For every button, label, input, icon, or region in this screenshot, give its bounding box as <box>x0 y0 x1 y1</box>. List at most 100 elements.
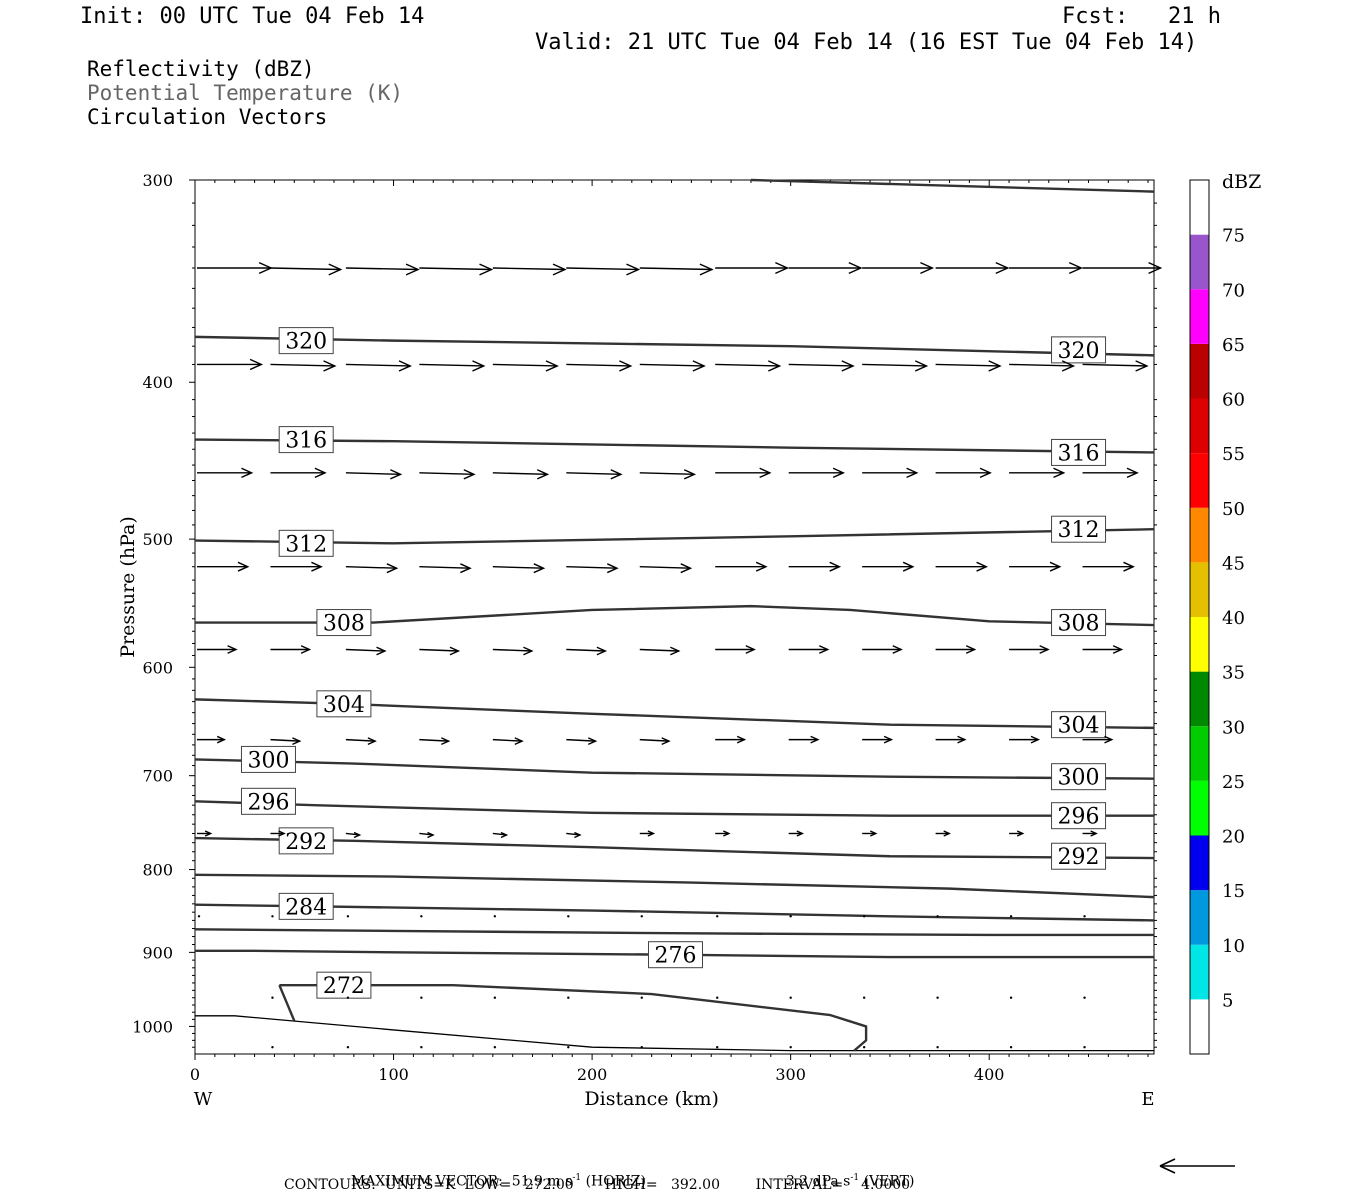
circulation-vector <box>493 364 557 366</box>
colorbar-label-70: 70 <box>1222 280 1245 301</box>
circulation-vector <box>493 567 544 569</box>
x-tick-label-0: 0 <box>190 1065 200 1084</box>
contour-label-308-east: 308 <box>1058 612 1100 637</box>
colorbar-segment <box>1190 344 1209 399</box>
vector-dot <box>641 997 643 999</box>
circulation-vector <box>640 473 695 475</box>
colorbar-segment <box>1190 945 1209 1000</box>
y-tick-label-300: 300 <box>142 171 173 190</box>
colorbar-segment <box>1190 836 1209 891</box>
vector-dot <box>420 915 422 917</box>
colorbar-segment <box>1190 726 1209 781</box>
contour-312 <box>195 529 1154 543</box>
contour-label-312-east: 312 <box>1058 518 1100 543</box>
vector-dot <box>1083 915 1085 917</box>
circulation-vector <box>346 567 397 569</box>
contour-label-300-east: 300 <box>1058 766 1100 791</box>
circulation-vector <box>419 473 474 475</box>
vector-dot <box>789 997 791 999</box>
contour-info: CONTOURS: UNITS=K LOW= 272.00 HIGH= 392.… <box>284 1177 910 1193</box>
contour-label-296-east: 296 <box>1058 805 1100 830</box>
contour-label-316: 316 <box>285 429 327 454</box>
vector-dot <box>347 997 349 999</box>
vector-dot <box>347 1046 349 1048</box>
contour-272-side <box>279 985 294 1021</box>
vector-dot <box>1010 997 1012 999</box>
contour-label-304: 304 <box>323 693 365 718</box>
y-tick-label-600: 600 <box>142 658 173 677</box>
colorbar-label-20: 20 <box>1222 827 1245 848</box>
colorbar-segment <box>1190 672 1209 727</box>
terrain-line <box>195 1016 1154 1051</box>
colorbar-label-35: 35 <box>1222 663 1245 684</box>
contour-324 <box>751 180 1154 192</box>
vector-dot <box>789 1046 791 1048</box>
colorbar-label-10: 10 <box>1222 936 1245 957</box>
colorbar-label-75: 75 <box>1222 226 1245 247</box>
colorbar-label-55: 55 <box>1222 444 1245 465</box>
colorbar-label-30: 30 <box>1222 717 1245 738</box>
circulation-vector <box>566 567 617 569</box>
colorbar-label-65: 65 <box>1222 335 1245 356</box>
y-tick-label-900: 900 <box>142 943 173 962</box>
y-axis-label: Pressure (hPa) <box>117 516 139 658</box>
circulation-vector <box>566 364 630 366</box>
contour-296 <box>195 801 1154 815</box>
colorbar-segment <box>1190 399 1209 454</box>
vector-dot <box>271 997 273 999</box>
colorbar-segment <box>1190 508 1209 563</box>
vector-dot <box>198 915 200 917</box>
max-vector-arrow-icon <box>1157 1156 1237 1176</box>
contour-320 <box>195 337 1154 356</box>
vector-dot <box>271 1046 273 1048</box>
colorbar-label-5: 5 <box>1222 990 1233 1011</box>
vector-dot <box>863 1046 865 1048</box>
colorbar-segment <box>1190 235 1209 290</box>
vector-dot <box>1083 997 1085 999</box>
circulation-vector <box>346 473 401 475</box>
x-tick-label-100: 100 <box>378 1065 409 1084</box>
vector-dot <box>567 915 569 917</box>
circulation-vector <box>862 364 926 366</box>
contour-280 <box>195 929 1154 935</box>
x-label-east: E <box>1141 1089 1154 1110</box>
circulation-vector <box>493 268 565 270</box>
x-axis-label: Distance (km) <box>584 1088 719 1110</box>
circulation-vector <box>346 268 418 270</box>
vector-dot <box>420 1046 422 1048</box>
circulation-vector <box>640 567 691 569</box>
vector-dot <box>1010 1046 1012 1048</box>
contour-label-320: 320 <box>285 330 327 355</box>
circulation-vector <box>566 268 638 270</box>
circulation-vector <box>270 364 334 366</box>
circulation-vector <box>270 268 340 270</box>
contour-288 <box>195 875 1154 897</box>
circulation-vector <box>419 268 491 270</box>
contour-label-296: 296 <box>247 790 289 815</box>
colorbar-segment <box>1190 562 1209 617</box>
contour-label-292: 292 <box>285 830 327 855</box>
colorbar-segment <box>1190 999 1209 1054</box>
vector-dot <box>789 915 791 917</box>
vector-dot <box>716 997 718 999</box>
x-tick-label-200: 200 <box>577 1065 608 1084</box>
vector-dot <box>936 1046 938 1048</box>
contour-label-308: 308 <box>323 612 365 637</box>
circulation-vector <box>715 364 779 366</box>
circulation-vector <box>346 650 385 652</box>
vector-dot <box>1010 915 1012 917</box>
colorbar-segment <box>1190 617 1209 672</box>
y-tick-label-800: 800 <box>142 861 173 880</box>
x-label-west: W <box>194 1089 213 1110</box>
cross-section-plot: 30040050060070080090010000 100 200 300 400W E… <box>0 0 1350 1200</box>
vector-dot <box>936 915 938 917</box>
circulation-vector <box>419 567 470 569</box>
vector-dot <box>641 915 643 917</box>
y-tick-label-400: 400 <box>142 373 173 392</box>
contour-284 <box>195 905 1154 921</box>
contour-label-312: 312 <box>285 532 327 557</box>
vector-dot <box>567 997 569 999</box>
vector-dot <box>347 915 349 917</box>
colorbar-label-60: 60 <box>1222 390 1245 411</box>
colorbar-segment <box>1190 180 1209 235</box>
